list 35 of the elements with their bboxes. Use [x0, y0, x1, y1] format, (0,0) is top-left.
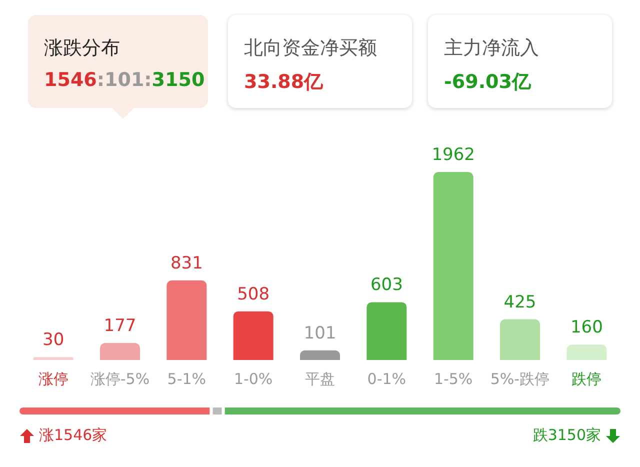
x-tick-label: 5-1%: [167, 370, 206, 388]
text: 跌3150家: [532, 426, 601, 445]
x-tick-label: 涨停: [38, 370, 68, 388]
x-tick-label: 平盘: [305, 370, 335, 388]
data-label: 101: [304, 323, 336, 344]
bar: [366, 302, 407, 360]
x-tick-label: 涨停-5%: [90, 370, 150, 388]
bar: [233, 311, 274, 360]
data-label: 603: [370, 275, 403, 296]
data-label: 425: [504, 292, 536, 312]
x-tick-label: 0-1%: [367, 370, 406, 388]
bar: [433, 172, 474, 360]
data-label: 160: [570, 318, 603, 338]
bar: [100, 343, 140, 360]
text: 主力净流入: [444, 36, 539, 61]
data-label: 177: [104, 316, 136, 336]
text: 33.88亿: [244, 71, 324, 93]
x-tick-label: 1-5%: [434, 370, 473, 388]
text: -69.03亿: [444, 71, 531, 93]
data-label: 831: [170, 253, 203, 274]
data-label: 30: [42, 330, 64, 350]
data-label: 1962: [432, 145, 475, 165]
text: 1546:101:3150: [44, 69, 205, 91]
x-tick-label: 1-0%: [234, 370, 273, 388]
text: 涨1546家: [39, 426, 108, 445]
text: 涨跌分布: [44, 36, 120, 61]
text: 北向资金净买额: [244, 36, 377, 61]
x-tick-label: 5%-跌停: [490, 370, 550, 388]
data-label: 508: [237, 284, 270, 304]
bar: [300, 350, 340, 360]
bar: [166, 280, 207, 360]
bar: [566, 344, 607, 360]
bar: [33, 357, 74, 360]
x-tick-label: 跌停: [572, 370, 602, 388]
bar: [500, 319, 540, 360]
